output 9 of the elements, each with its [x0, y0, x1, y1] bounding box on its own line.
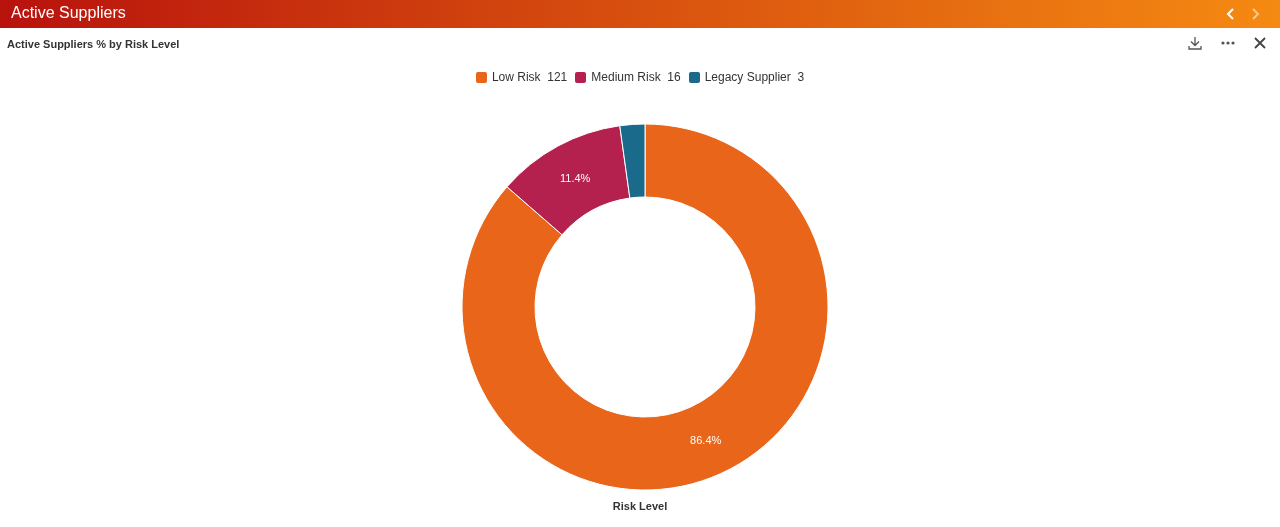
text: Active Suppliers — [11, 4, 126, 22]
data-label: 86.4% — [690, 434, 722, 447]
legend-label: Low Risk 121 — [491, 70, 568, 84]
donut-slice — [461, 123, 829, 491]
data-label: 11.4% — [560, 172, 591, 185]
text: Risk Level — [611, 500, 669, 512]
legend-label: Legacy Supplier 3 — [704, 70, 805, 84]
legend-label: Medium Risk 16 — [591, 70, 681, 84]
text: Active Suppliers % by Risk Level — [7, 38, 180, 50]
